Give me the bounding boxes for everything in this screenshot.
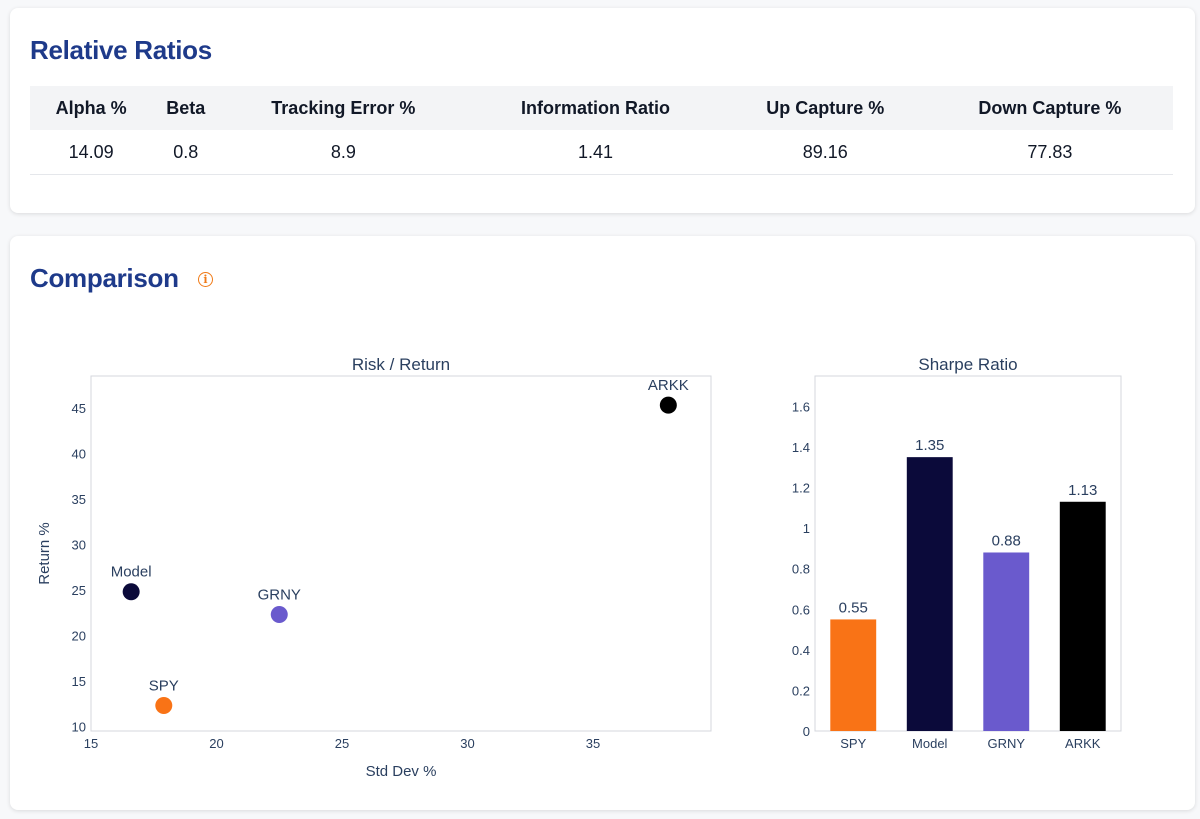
value-up-capture: 89.16 — [723, 130, 927, 175]
header-alpha: Alpha % — [30, 86, 153, 130]
comparison-card: Comparison i — [10, 236, 1195, 810]
info-circle-icon[interactable]: i — [198, 272, 213, 287]
value-tracking-error: 8.9 — [219, 130, 468, 175]
value-information-ratio: 1.41 — [467, 130, 724, 175]
relative-ratios-table: Alpha % Beta Tracking Error % Informatio… — [30, 86, 1173, 175]
table-header-row: Alpha % Beta Tracking Error % Informatio… — [30, 86, 1173, 130]
header-down-capture: Down Capture % — [926, 86, 1173, 130]
header-up-capture: Up Capture % — [723, 86, 927, 130]
relative-ratios-title: Relative Ratios — [30, 35, 212, 65]
relative-ratios-card: Relative Ratios Alpha % Beta Tracking Er… — [10, 8, 1195, 213]
value-beta: 0.8 — [152, 130, 220, 175]
header-tracking-error: Tracking Error % — [219, 86, 468, 130]
value-down-capture: 77.83 — [926, 130, 1173, 175]
header-beta: Beta — [152, 86, 220, 130]
header-information-ratio: Information Ratio — [467, 86, 724, 130]
value-alpha: 14.09 — [30, 130, 153, 175]
comparison-title: Comparison — [30, 263, 179, 293]
table-row: 14.09 0.8 8.9 1.41 89.16 77.83 — [30, 130, 1173, 175]
